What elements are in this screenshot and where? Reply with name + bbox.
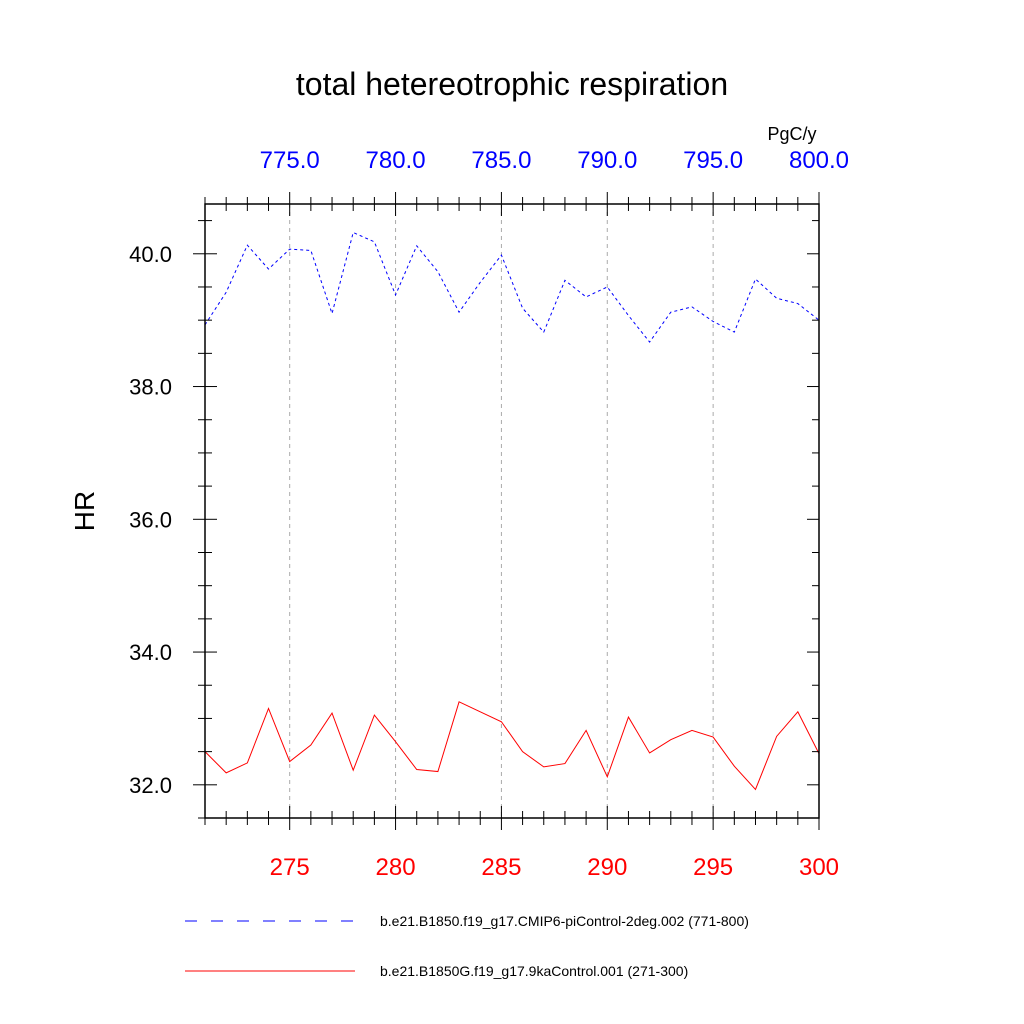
y-tick-label: 34.0	[129, 640, 172, 665]
series-lines	[204, 231, 820, 791]
x-bottom-tick-label: 285	[481, 854, 521, 881]
x-top-tick-label: 800.0	[789, 147, 849, 174]
x-top-tick-label: 790.0	[577, 147, 637, 174]
y-tick-label: 36.0	[129, 507, 172, 532]
legend-text-blue: b.e21.B1850.f19_g17.CMIP6-piControl-2deg…	[380, 913, 749, 929]
x-bottom-tick-label: 290	[587, 854, 627, 881]
y-tick-label: 38.0	[129, 375, 172, 400]
tick-labels: 275 280 285 290 295 300 775.0 780.0 785.0 790.0 79…	[129, 147, 849, 881]
axis-ticks	[193, 192, 820, 830]
x-top-tick-label: 775.0	[260, 147, 320, 174]
series-line-blue	[204, 231, 820, 343]
chart-title: total hetereotrophic respiration	[296, 66, 728, 102]
y-tick-label: 40.0	[129, 242, 172, 267]
y-tick-label: 32.0	[129, 773, 172, 798]
grid-lines	[289, 204, 714, 818]
x-top-tick-label: 795.0	[683, 147, 743, 174]
x-top-tick-label: 780.0	[366, 147, 426, 174]
series-line-red	[204, 701, 820, 791]
x-bottom-tick-label: 275	[270, 854, 310, 881]
y-axis-label: HR	[69, 491, 100, 531]
x-top-tick-label: 785.0	[471, 147, 531, 174]
x-bottom-tick-label: 300	[799, 854, 839, 881]
unit-label: PgC/y	[767, 124, 816, 144]
plot-frame	[204, 203, 820, 819]
x-bottom-tick-label: 280	[376, 854, 416, 881]
legend: b.e21.B1850.f19_g17.CMIP6-piControl-2deg…	[185, 913, 749, 979]
x-bottom-tick-label: 295	[693, 854, 733, 881]
legend-text-red: b.e21.B1850G.f19_g17.9kaControl.001 (271…	[380, 963, 688, 979]
